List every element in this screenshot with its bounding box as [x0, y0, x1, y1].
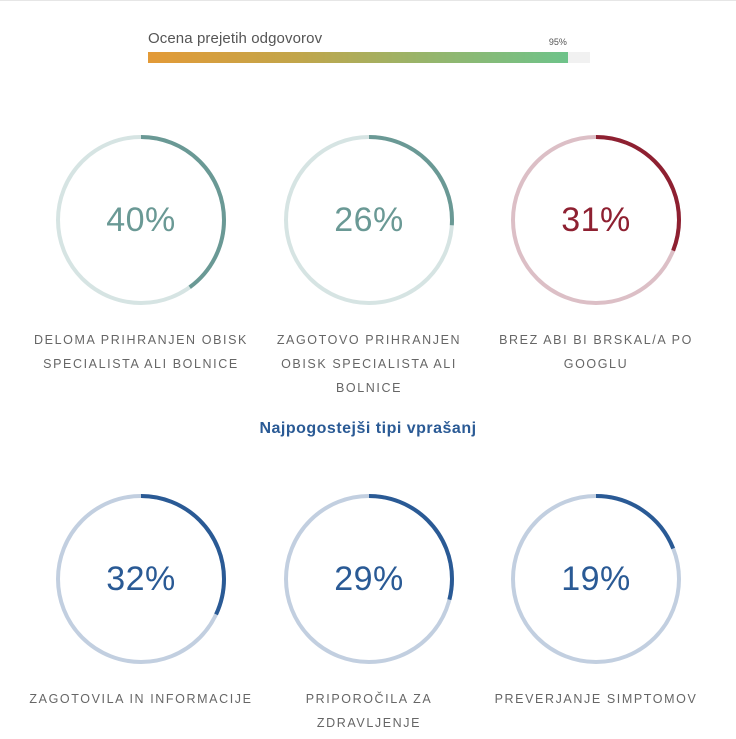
donut-value: 29%: [334, 559, 404, 598]
rating-fill: [148, 52, 568, 63]
rating-percent-label: 95%: [548, 37, 567, 47]
donut-caption: ZAGOTOVO PRIHRANJEN OBISK SPECIALISTA AL…: [276, 333, 462, 395]
donut-arc: [56, 135, 226, 305]
donut-card-symptoms: 19% PREVERJANJE SIMPTOMOV: [482, 493, 710, 711]
donut-arc: [284, 494, 454, 664]
donut-value: 40%: [106, 200, 176, 239]
donut-caption: PRIPOROČILA ZA ZDRAVLJENJE: [305, 692, 433, 730]
donut-arc: [511, 135, 681, 305]
donut-caption: BREZ ABI BI BRSKAL/A PO GOOGLU: [499, 333, 693, 371]
donut-value: 19%: [561, 559, 631, 598]
donut-card-assurance: 32% ZAGOTOVILA IN INFORMACIJE: [27, 493, 255, 711]
donut-chart: 29%: [283, 493, 455, 665]
donut-arc: [511, 494, 681, 664]
donut-value: 32%: [106, 559, 176, 598]
donut-chart: 32%: [55, 493, 227, 665]
rating-bar: Ocena prejetih odgovorov 95%: [148, 30, 590, 64]
donut-card-certain-saved-visit: 26% ZAGOTOVO PRIHRANJEN OBISK SPECIALIST…: [255, 134, 483, 400]
donut-value: 26%: [334, 200, 404, 239]
donut-svg: [284, 494, 454, 664]
donut-chart: 26%: [283, 134, 455, 306]
donut-chart: 40%: [55, 134, 227, 306]
donut-svg: [284, 135, 454, 305]
donut-caption: DELOMA PRIHRANJEN OBISK SPECIALISTA ALI …: [34, 333, 248, 371]
donut-arc: [284, 135, 454, 305]
top-divider: [0, 0, 736, 1]
donut-arc: [56, 494, 226, 664]
rating-label: Ocena prejetih odgovorov: [148, 30, 323, 47]
rating-track: [148, 52, 590, 63]
donut-svg: [56, 494, 226, 664]
donut-svg: [511, 494, 681, 664]
donut-card-treatment: 29% PRIPOROČILA ZA ZDRAVLJENJE: [255, 493, 483, 735]
donut-card-google: 31% BREZ ABI BI BRSKAL/A PO GOOGLU: [482, 134, 710, 376]
donut-value: 31%: [561, 200, 631, 239]
donut-svg: [511, 135, 681, 305]
section-heading: Najpogostejši tipi vprašanj: [259, 420, 477, 437]
donut-svg: [56, 135, 226, 305]
donut-chart: 19%: [510, 493, 682, 665]
donut-chart: 31%: [510, 134, 682, 306]
donut-caption: PREVERJANJE SIMPTOMOV: [494, 692, 698, 706]
donut-caption: ZAGOTOVILA IN INFORMACIJE: [29, 692, 253, 706]
donut-card-partial-saved-visit: 40% DELOMA PRIHRANJEN OBISK SPECIALISTA …: [27, 134, 255, 376]
